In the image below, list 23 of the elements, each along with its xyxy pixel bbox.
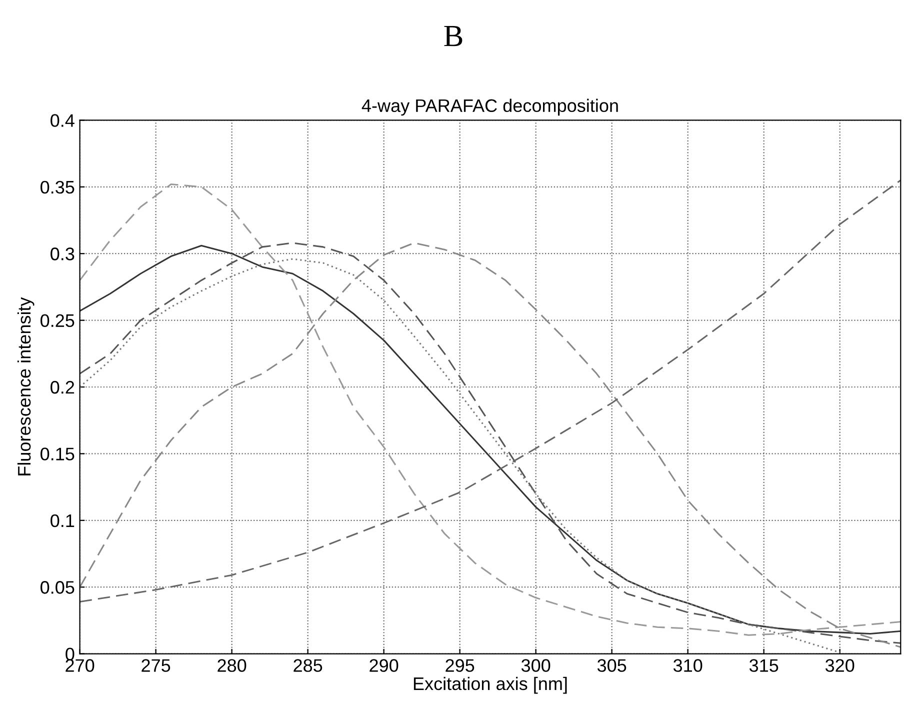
- x-tick-label: 285: [294, 659, 322, 672]
- chart-title: 4-way PARAFAC decomposition: [362, 98, 618, 116]
- x-tick-label: 305: [597, 659, 626, 672]
- x-tick-label: 310: [673, 659, 702, 672]
- y-tick-label: 0.25: [40, 314, 74, 328]
- x-tick-label: 290: [370, 659, 398, 672]
- x-tick-label: 270: [66, 659, 94, 672]
- x-tick-label: 300: [521, 659, 550, 672]
- text: B: [444, 26, 462, 46]
- y-tick-label: 0.4: [50, 114, 74, 127]
- x-tick-label: 315: [749, 659, 778, 672]
- y-axis-title: Fluorescence intensity: [17, 297, 34, 476]
- y-tick-label: 0.1: [50, 514, 74, 528]
- x-tick-label: 295: [446, 659, 474, 672]
- x-tick-label: 280: [218, 659, 246, 672]
- x-tick-label: 320: [825, 659, 854, 672]
- x-axis-title: Excitation axis [nm]: [414, 676, 567, 694]
- y-tick-label: 0.3: [50, 248, 74, 260]
- y-tick-label: 0.35: [40, 180, 74, 194]
- y-tick-label: 0.05: [40, 581, 74, 594]
- y-tick-label: 0.15: [40, 448, 74, 460]
- x-tick-label: 275: [142, 659, 170, 672]
- y-tick-label: 0.2: [50, 380, 74, 394]
